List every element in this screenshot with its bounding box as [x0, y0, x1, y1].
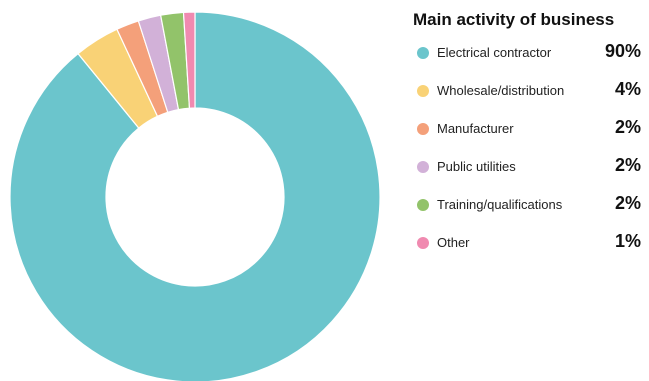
- legend: Electrical contractor 90% Wholesale/dist…: [417, 38, 645, 266]
- legend-value-wholesale-distribution: 4%: [614, 79, 641, 99]
- legend-value-manufacturer: 2%: [614, 117, 641, 137]
- legend-item-manufacturer: Manufacturer 2%: [417, 114, 645, 152]
- legend-value-other: 1%: [614, 231, 641, 251]
- legend-swatch-public-utilities: [417, 161, 429, 173]
- legend-label-wholesale-distribution: Wholesale/distribution: [437, 83, 565, 98]
- legend-item-training-qualifications: Training/qualifications 2%: [417, 190, 645, 228]
- legend-label-training-qualifications: Training/qualifications: [437, 197, 563, 212]
- legend-item-public-utilities: Public utilities 2%: [417, 152, 645, 190]
- legend-label-electrical-contractor: Electrical contractor: [437, 45, 552, 60]
- legend-swatch-electrical-contractor: [417, 47, 429, 59]
- legend-swatch-other: [417, 237, 429, 249]
- legend-value-public-utilities: 2%: [614, 155, 641, 175]
- legend-label-manufacturer: Manufacturer: [437, 121, 514, 136]
- legend-swatch-wholesale-distribution: [417, 85, 429, 97]
- legend-swatch-training-qualifications: [417, 199, 429, 211]
- legend-item-other: Other 1%: [417, 228, 645, 266]
- donut-slice-electrical-contractor: [9, 11, 381, 381]
- legend-label-other: Other: [437, 235, 470, 250]
- legend-item-wholesale-distribution: Wholesale/distribution 4%: [417, 76, 645, 114]
- legend-swatch-manufacturer: [417, 123, 429, 135]
- legend-value-electrical-contractor: 90%: [604, 41, 641, 61]
- legend-value-training-qualifications: 2%: [614, 193, 641, 213]
- donut-chart: [9, 11, 381, 381]
- legend-label-public-utilities: Public utilities: [437, 159, 516, 174]
- chart-title: Main activity of business: [413, 10, 615, 29]
- donut-slice-other: [182, 11, 196, 109]
- legend-item-electrical-contractor: Electrical contractor 90%: [417, 38, 645, 76]
